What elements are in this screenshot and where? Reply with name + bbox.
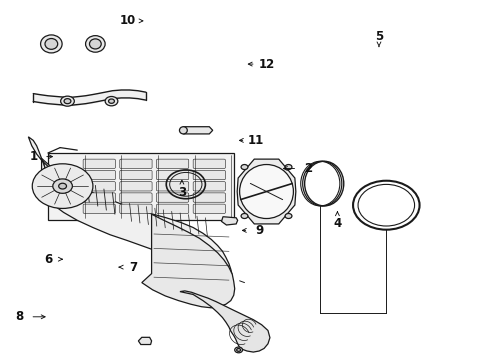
Circle shape	[108, 99, 114, 103]
FancyBboxPatch shape	[120, 204, 152, 213]
Ellipse shape	[41, 35, 62, 53]
Circle shape	[285, 165, 291, 170]
FancyBboxPatch shape	[120, 193, 152, 202]
FancyBboxPatch shape	[193, 193, 225, 202]
Polygon shape	[221, 217, 237, 225]
FancyBboxPatch shape	[193, 170, 225, 180]
Text: 5: 5	[374, 30, 382, 42]
Ellipse shape	[89, 39, 101, 49]
Polygon shape	[183, 127, 212, 134]
FancyBboxPatch shape	[83, 204, 115, 213]
Polygon shape	[180, 291, 269, 352]
FancyBboxPatch shape	[120, 170, 152, 180]
FancyBboxPatch shape	[156, 159, 188, 168]
Text: 12: 12	[258, 58, 274, 71]
Circle shape	[59, 183, 66, 189]
Text: 11: 11	[247, 134, 264, 147]
Text: 7: 7	[129, 261, 137, 274]
Circle shape	[241, 165, 247, 170]
Text: 3: 3	[178, 186, 185, 199]
FancyBboxPatch shape	[193, 159, 225, 168]
FancyBboxPatch shape	[83, 159, 115, 168]
Polygon shape	[138, 337, 151, 345]
FancyBboxPatch shape	[120, 181, 152, 191]
Text: 2: 2	[304, 162, 311, 175]
FancyBboxPatch shape	[193, 181, 225, 191]
Ellipse shape	[45, 39, 58, 49]
FancyBboxPatch shape	[83, 193, 115, 202]
FancyBboxPatch shape	[48, 153, 233, 220]
FancyBboxPatch shape	[120, 159, 152, 168]
Text: 6: 6	[44, 253, 52, 266]
Circle shape	[285, 213, 291, 219]
Circle shape	[241, 213, 247, 219]
FancyBboxPatch shape	[156, 193, 188, 202]
Text: 1: 1	[29, 150, 37, 163]
Ellipse shape	[179, 127, 187, 134]
Ellipse shape	[85, 36, 105, 52]
Text: 9: 9	[255, 224, 263, 237]
Text: 4: 4	[333, 217, 341, 230]
Circle shape	[61, 96, 74, 106]
Circle shape	[236, 348, 240, 351]
Ellipse shape	[239, 165, 293, 219]
Circle shape	[64, 99, 71, 104]
FancyBboxPatch shape	[156, 170, 188, 180]
Text: 10: 10	[120, 14, 136, 27]
Polygon shape	[28, 137, 77, 199]
FancyBboxPatch shape	[156, 204, 188, 213]
FancyBboxPatch shape	[193, 204, 225, 213]
Circle shape	[32, 164, 93, 208]
Circle shape	[53, 179, 72, 193]
Polygon shape	[41, 158, 232, 285]
Circle shape	[234, 347, 242, 353]
Text: 8: 8	[16, 310, 23, 323]
FancyBboxPatch shape	[83, 181, 115, 191]
Polygon shape	[237, 159, 295, 224]
Polygon shape	[142, 214, 234, 308]
FancyBboxPatch shape	[83, 170, 115, 180]
Circle shape	[105, 96, 118, 106]
FancyBboxPatch shape	[156, 181, 188, 191]
